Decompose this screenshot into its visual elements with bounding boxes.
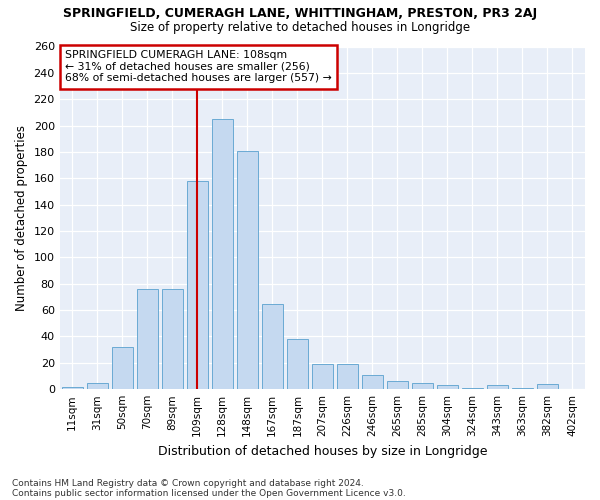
- Bar: [236, 150, 258, 389]
- Bar: [86, 382, 108, 389]
- X-axis label: Distribution of detached houses by size in Longridge: Distribution of detached houses by size …: [158, 444, 487, 458]
- Text: Contains HM Land Registry data © Crown copyright and database right 2024.: Contains HM Land Registry data © Crown c…: [12, 478, 364, 488]
- Bar: [412, 382, 433, 389]
- Bar: [287, 339, 308, 389]
- Text: SPRINGFIELD CUMERAGH LANE: 108sqm
← 31% of detached houses are smaller (256)
68%: SPRINGFIELD CUMERAGH LANE: 108sqm ← 31% …: [65, 50, 332, 83]
- Bar: [537, 384, 558, 389]
- Text: Contains public sector information licensed under the Open Government Licence v3: Contains public sector information licen…: [12, 488, 406, 498]
- Bar: [212, 119, 233, 389]
- Text: Size of property relative to detached houses in Longridge: Size of property relative to detached ho…: [130, 21, 470, 34]
- Bar: [512, 388, 533, 389]
- Bar: [462, 388, 483, 389]
- Bar: [112, 347, 133, 389]
- Bar: [161, 289, 183, 389]
- Bar: [487, 385, 508, 389]
- Bar: [387, 382, 408, 389]
- Bar: [437, 385, 458, 389]
- Bar: [312, 364, 333, 389]
- Bar: [362, 374, 383, 389]
- Bar: [262, 304, 283, 389]
- Text: SPRINGFIELD, CUMERAGH LANE, WHITTINGHAM, PRESTON, PR3 2AJ: SPRINGFIELD, CUMERAGH LANE, WHITTINGHAM,…: [63, 8, 537, 20]
- Bar: [62, 386, 83, 389]
- Bar: [187, 181, 208, 389]
- Y-axis label: Number of detached properties: Number of detached properties: [15, 125, 28, 311]
- Bar: [137, 289, 158, 389]
- Bar: [337, 364, 358, 389]
